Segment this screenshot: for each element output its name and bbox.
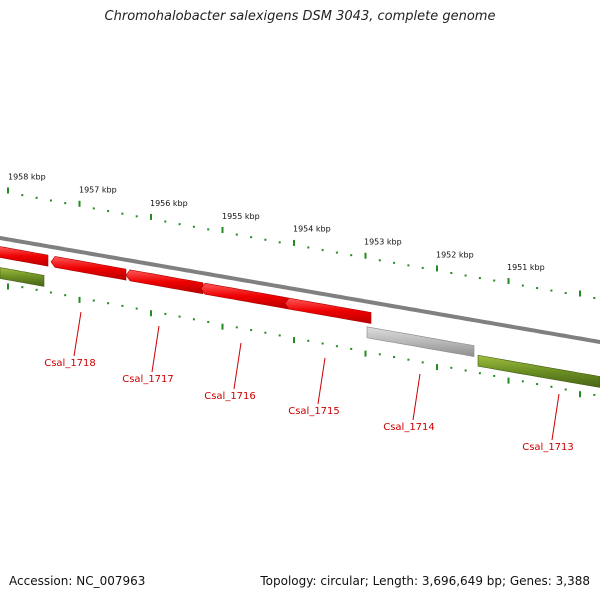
gene-labels: Csal_1718 Csal_1717 Csal_1716 Csal_1715 Csal… [44, 311, 574, 453]
gene-label: Csal_1717 [122, 374, 174, 385]
gene-arrow [284, 297, 372, 324]
gene-arrow [125, 269, 204, 295]
genome-backbone-line [0, 236, 600, 344]
gene-label-leader [317, 357, 326, 405]
gene-label-leader [151, 325, 160, 373]
gene-features [0, 246, 600, 388]
kbp-label: 1957 kbp [79, 186, 117, 195]
genome-stats-text: Topology: circular; Length: 3,696,649 bp… [260, 574, 590, 588]
gene-arrow [50, 256, 127, 281]
gene-label-leader [412, 373, 421, 421]
gene-label: Csal_1713 [522, 442, 574, 453]
gene-arrow [366, 326, 475, 357]
kbp-label: 1958 kbp [8, 173, 46, 182]
kbp-label: 1953 kbp [364, 238, 402, 247]
kbp-label: 1951 kbp [507, 263, 545, 272]
kbp-label: 1955 kbp [222, 212, 260, 221]
accession-text: Accession: NC_007963 [9, 574, 146, 588]
gene-arrow-partial [0, 267, 45, 287]
gene-label: Csal_1718 [44, 358, 96, 369]
gene-arrow-partial [0, 246, 49, 267]
gene-label: Csal_1715 [288, 406, 340, 417]
gene-arrow [477, 354, 600, 388]
gene-label: Csal_1714 [383, 422, 435, 433]
map-title: Chromohalobacter salexigens DSM 3043, co… [104, 9, 496, 24]
outer-tick-marks [7, 187, 596, 300]
gene-label-leader [73, 311, 82, 357]
gene-label-leader [233, 342, 242, 390]
kbp-scale-labels: 1958 kbp 1957 kbp 1956 kbp 1955 kbp 1954 kbp… [8, 173, 545, 272]
kbp-label: 1954 kbp [293, 225, 331, 234]
kbp-label: 1952 kbp [436, 250, 474, 259]
inner-tick-marks [7, 283, 596, 398]
gene-label-leader [551, 393, 560, 441]
kbp-label: 1956 kbp [150, 199, 188, 208]
gene-label: Csal_1716 [204, 391, 256, 402]
